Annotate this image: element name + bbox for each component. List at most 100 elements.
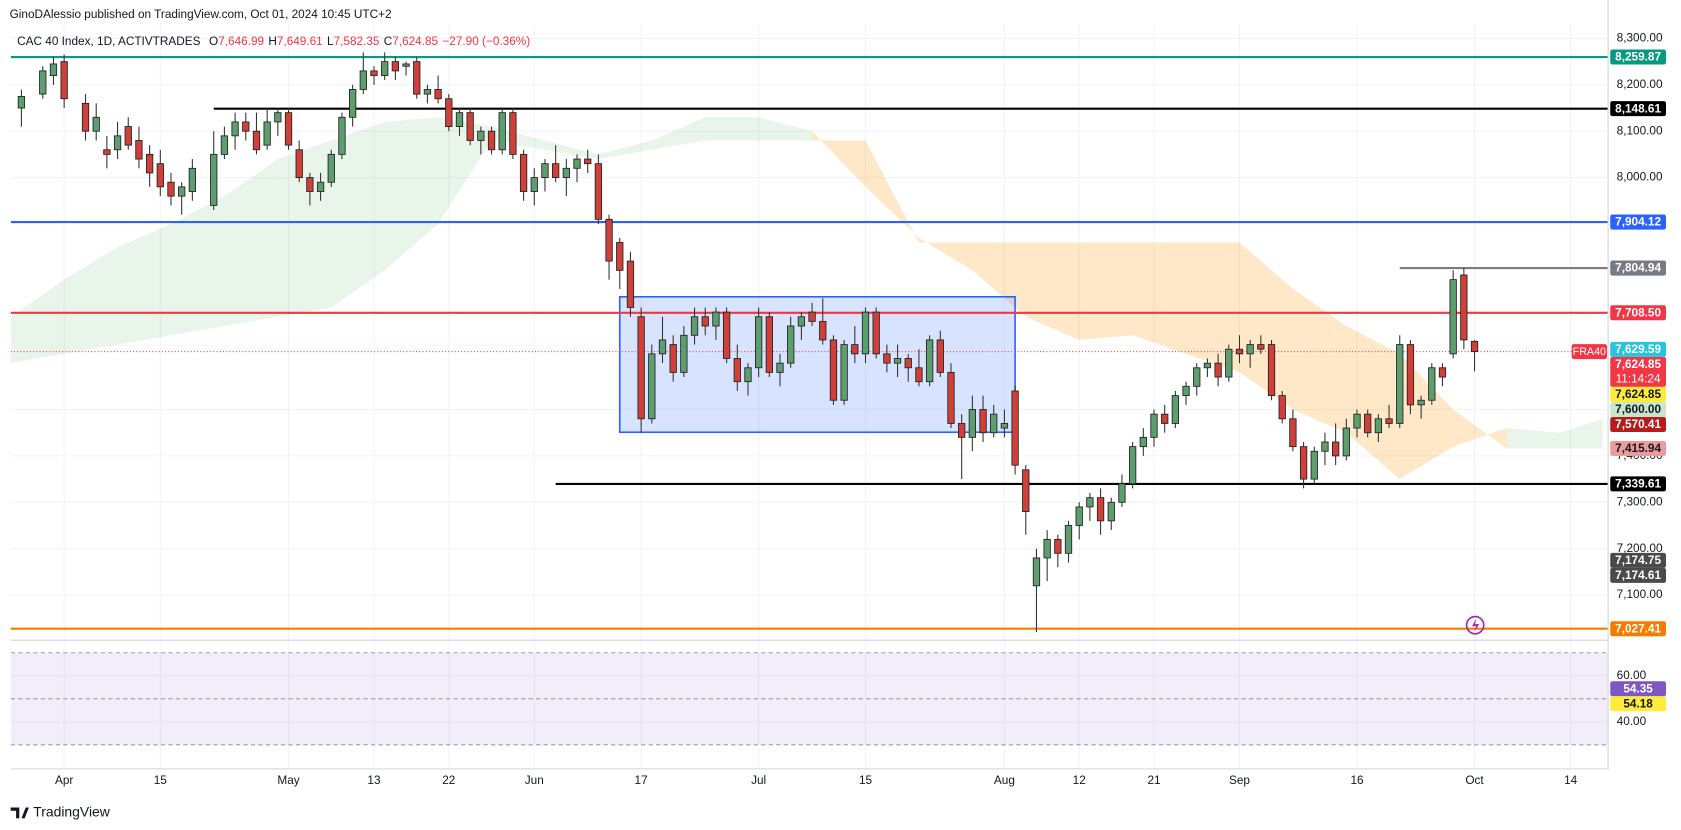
candle-body — [616, 242, 624, 271]
candle-body — [947, 371, 955, 424]
candle-body — [316, 181, 325, 192]
cloud-segment — [10, 279, 65, 364]
x-tick-label: 12 — [1073, 774, 1086, 787]
candle-body — [979, 409, 987, 434]
price-tag — [1610, 401, 1666, 417]
y-tick-label: 8,100.00 — [1617, 124, 1663, 137]
legend-value: 7,646.99 — [218, 35, 264, 48]
x-tick-label: 15 — [859, 774, 873, 787]
candle-body — [1203, 362, 1212, 369]
price-tag — [1610, 567, 1666, 583]
candle-body — [1428, 367, 1436, 401]
candle-body — [1022, 469, 1030, 512]
cloud-segment — [651, 117, 706, 150]
candle-body — [167, 181, 175, 197]
y-tick-label: 8,000.00 — [1617, 171, 1663, 184]
candle-body — [1374, 418, 1383, 434]
candle-body — [17, 95, 26, 109]
price-tag — [1610, 621, 1666, 637]
candle-body — [1438, 367, 1447, 378]
candle-body — [1107, 501, 1115, 522]
candle-body — [519, 153, 528, 192]
cloud-segment — [1506, 428, 1561, 449]
cloud-segment — [544, 140, 599, 160]
legend-symbol: CAC 40 Index, 1D, ACTIVTRADES — [17, 35, 200, 48]
candle-body — [648, 353, 656, 420]
candle-body — [81, 102, 90, 132]
candle-body — [1331, 441, 1340, 457]
legend-key: C — [384, 35, 393, 48]
cloud-segment — [331, 121, 385, 308]
legend-key: O — [209, 35, 218, 48]
y-tick-label: 7,200.00 — [1617, 542, 1663, 555]
candle-body — [829, 339, 838, 401]
candle-body — [348, 89, 357, 118]
candle-body — [306, 177, 314, 192]
candle-body — [1364, 413, 1372, 434]
candle-body — [1182, 385, 1190, 397]
y-tick-label: 8,300.00 — [1617, 32, 1663, 45]
candle-body — [584, 158, 592, 165]
candle-body — [851, 344, 859, 355]
candle-body — [1075, 506, 1083, 526]
candle-body — [487, 130, 496, 151]
candle-body — [594, 163, 603, 220]
y-tick-label: 8,200.00 — [1617, 78, 1663, 91]
candle-body — [135, 140, 143, 160]
cloud-segment — [705, 117, 759, 141]
x-tick-label: Jun — [525, 774, 544, 787]
candle-body — [883, 353, 891, 364]
candle-body — [284, 112, 293, 146]
candle-body — [220, 135, 229, 155]
legend: O 7,646.99 H 7,649.61 L 7,582.35 C 7,624.85 −27.… — [209, 35, 530, 48]
candle-body — [498, 112, 506, 151]
cloud-segment — [758, 117, 813, 141]
candle-body — [1267, 344, 1276, 397]
candle-body — [1171, 395, 1180, 424]
candle-body — [1011, 390, 1019, 466]
candle-body — [872, 311, 880, 355]
candle-body — [124, 126, 132, 146]
candle-body — [274, 112, 282, 123]
candle-body — [722, 311, 731, 359]
candle-body — [1032, 557, 1041, 587]
rsi-pane — [10, 652, 1609, 746]
candle-body — [1460, 274, 1468, 341]
price-tag-label: 7,708.50 — [1615, 306, 1661, 319]
candle-body — [39, 70, 47, 95]
candle-body — [1214, 362, 1222, 378]
cloud-segment — [598, 140, 652, 160]
candle-body — [1096, 497, 1105, 522]
candle-body — [797, 316, 806, 327]
price-tag-label: 7,174.75 — [1615, 554, 1661, 567]
candle-body — [1139, 436, 1147, 448]
candle-body — [765, 316, 773, 373]
price-tag-label: 8,259.87 — [1615, 51, 1661, 64]
rsi-tick-label: 40.00 — [1617, 715, 1647, 728]
price-tag-label: 8,148.61 — [1615, 102, 1661, 115]
cloud-segment — [277, 140, 332, 317]
price-tag — [1610, 214, 1666, 230]
x-tick-label: 15 — [154, 774, 168, 787]
candle-body — [92, 116, 100, 132]
x-tick-label: 16 — [1350, 774, 1364, 787]
candle-body — [231, 121, 239, 137]
price-tag-label: 7,624.85 — [1615, 358, 1661, 371]
price-tag — [1610, 386, 1666, 402]
candle-body — [1225, 348, 1233, 378]
alert-icon[interactable] — [1465, 615, 1485, 635]
candle-body — [925, 339, 934, 383]
price-tag-label: 7,415.94 — [1615, 442, 1661, 455]
price-tag — [1610, 356, 1666, 387]
footer-logo — [10, 807, 29, 819]
x-tick-label: Apr — [55, 774, 73, 787]
candle-body — [573, 158, 581, 169]
candle-body — [434, 89, 442, 100]
candle-body — [787, 325, 795, 364]
price-tag-label: 54.18 — [1623, 697, 1653, 710]
candle-body — [530, 177, 538, 192]
symbol-tag — [1571, 344, 1608, 360]
candle-body — [1128, 446, 1137, 485]
price-tag-label: 7,174.61 — [1615, 569, 1661, 582]
